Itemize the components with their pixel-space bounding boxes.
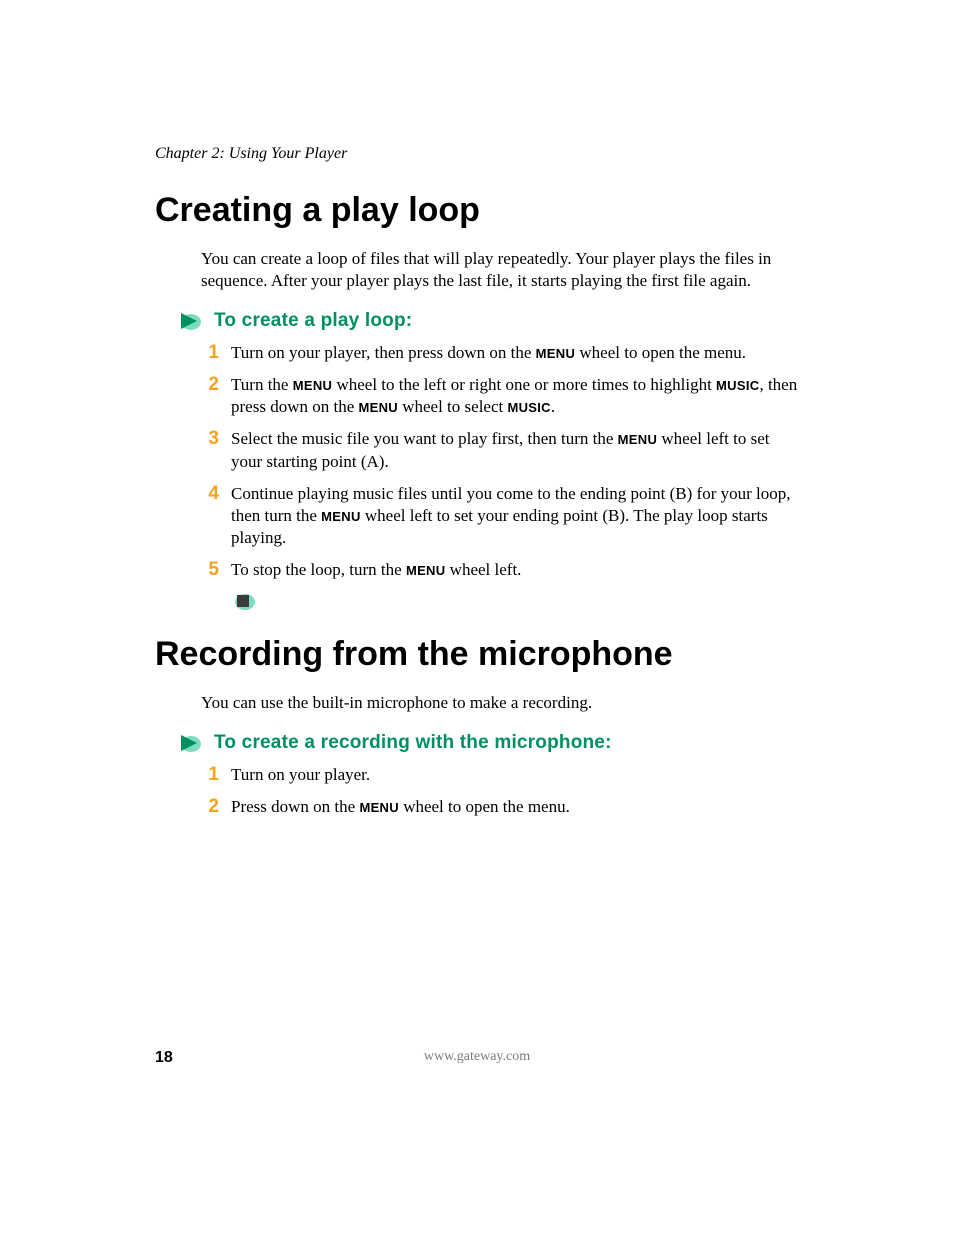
task-heading-play-loop: To create a play loop: — [176, 310, 799, 332]
text-fragment: wheel to select — [398, 397, 508, 416]
section-title-play-loop: Creating a play loop — [155, 191, 799, 230]
task-title-recording: To create a recording with the microphon… — [214, 732, 612, 754]
step-item: 1 Turn on your player, then press down o… — [201, 342, 799, 364]
chapter-header: Chapter 2: Using Your Player — [155, 145, 799, 163]
step-number: 5 — [201, 559, 219, 581]
step-item: 4 Continue playing music files until you… — [201, 483, 799, 549]
step-number: 2 — [201, 374, 219, 396]
text-fragment: wheel to the left or right one or more t… — [332, 375, 716, 394]
step-text: Continue playing music files until you c… — [231, 483, 799, 549]
step-item: 2 Press down on the MENU wheel to open t… — [201, 796, 799, 818]
section1-intro: You can create a loop of files that will… — [201, 248, 799, 292]
play-triangle-icon — [176, 732, 204, 754]
step-text: Turn on your player, then press down on … — [231, 342, 799, 364]
menu-label: MENU — [406, 563, 445, 578]
section-title-recording: Recording from the microphone — [155, 635, 799, 674]
step-number: 1 — [201, 342, 219, 364]
end-of-task-icon — [231, 591, 259, 613]
page-footer: 18 www.gateway.com — [155, 1049, 799, 1067]
text-fragment: Turn the — [231, 375, 293, 394]
step-number: 1 — [201, 764, 219, 786]
step-number: 2 — [201, 796, 219, 818]
text-fragment: wheel left. — [445, 560, 521, 579]
menu-label: MENU — [536, 346, 575, 361]
manual-page: Chapter 2: Using Your Player Creating a … — [0, 0, 954, 1235]
section1-body: You can create a loop of files that will… — [201, 248, 799, 613]
steps-play-loop: 1 Turn on your player, then press down o… — [201, 342, 799, 581]
text-fragment: Turn on your player, then press down on … — [231, 343, 536, 362]
footer-url: www.gateway.com — [424, 1049, 530, 1065]
play-triangle-icon — [176, 310, 204, 332]
step-text: To stop the loop, turn the MENU wheel le… — [231, 559, 799, 581]
menu-label: MENU — [321, 509, 360, 524]
text-fragment: wheel to open the menu. — [575, 343, 746, 362]
step-number: 4 — [201, 483, 219, 505]
steps-recording: 1 Turn on your player. 2 Press down on t… — [201, 764, 799, 818]
text-fragment: Press down on the — [231, 797, 359, 816]
text-fragment: wheel to open the menu. — [399, 797, 570, 816]
text-fragment: . — [551, 397, 555, 416]
step-text: Turn on your player. — [231, 764, 799, 786]
section2-body: You can use the built-in microphone to m… — [201, 692, 799, 818]
menu-label: MENU — [618, 432, 657, 447]
task-heading-recording: To create a recording with the microphon… — [176, 732, 799, 754]
step-text: Press down on the MENU wheel to open the… — [231, 796, 799, 818]
menu-label: MUSIC — [716, 378, 759, 393]
menu-label: MENU — [359, 800, 398, 815]
step-text: Select the music file you want to play f… — [231, 428, 799, 472]
step-item: 3 Select the music file you want to play… — [201, 428, 799, 472]
step-item: 2 Turn the MENU wheel to the left or rig… — [201, 374, 799, 418]
step-number: 3 — [201, 428, 219, 450]
step-text: Turn the MENU wheel to the left or right… — [231, 374, 799, 418]
step-item: 5 To stop the loop, turn the MENU wheel … — [201, 559, 799, 581]
task-title-play-loop: To create a play loop: — [214, 310, 412, 332]
page-number: 18 — [155, 1049, 173, 1067]
text-fragment: Select the music file you want to play f… — [231, 429, 618, 448]
text-fragment: To stop the loop, turn the — [231, 560, 406, 579]
menu-label: MUSIC — [507, 400, 550, 415]
section2-intro: You can use the built-in microphone to m… — [201, 692, 799, 714]
menu-label: MENU — [293, 378, 332, 393]
menu-label: MENU — [358, 400, 397, 415]
step-item: 1 Turn on your player. — [201, 764, 799, 786]
text-fragment: Turn on your player. — [231, 765, 370, 784]
